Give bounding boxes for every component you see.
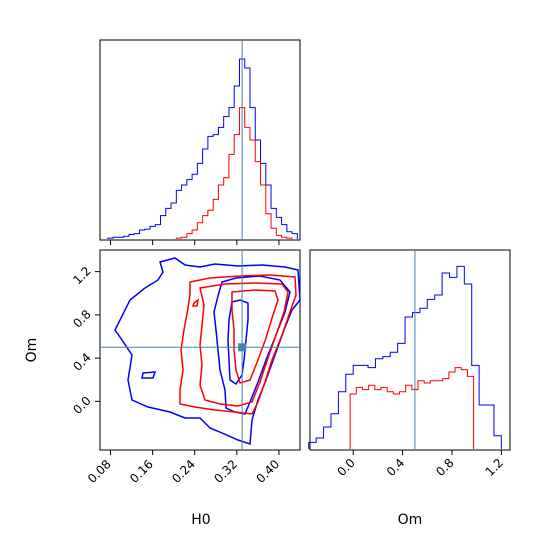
- truth-marker: [238, 343, 247, 352]
- om-axis-label: Om: [24, 338, 40, 363]
- red-contour-middle: [199, 282, 289, 407]
- h0-hist-frame: [99, 39, 301, 241]
- om-hist-tick-label-1: 0.4: [384, 456, 407, 479]
- blue-contour-outer: [114, 257, 301, 446]
- om-hist-axis-label: Om: [398, 512, 423, 528]
- red-contour-island: [191, 298, 200, 307]
- om-tick-label-1: 0.4: [70, 350, 93, 373]
- om-tick-label-2: 0.8: [70, 307, 93, 330]
- contour-frame: [99, 249, 301, 451]
- h0-tick-label-0: 0.08: [85, 457, 114, 486]
- om-tick-label-0: 0.0: [70, 394, 93, 417]
- om-hist-tick-label-3: 1.2: [483, 456, 506, 479]
- h0-tick-label-2: 0.24: [169, 457, 198, 486]
- om-hist-panel: 0.0 0.4 0.8 1.2 Om: [308, 249, 511, 528]
- blue-contour-middle: [213, 275, 291, 415]
- om-hist-series-1: [349, 367, 475, 449]
- om-hist-tick-label-2: 0.8: [433, 456, 456, 479]
- blue-contour-island: [141, 371, 157, 379]
- om-hist-frame: [309, 249, 511, 451]
- red-contour-outer: [179, 274, 297, 415]
- h0-hist-panel: [99, 39, 301, 245]
- h0-hist-series-1: [175, 107, 293, 239]
- h0-tick-label-3: 0.32: [211, 457, 240, 486]
- h0-tick-label-1: 0.16: [127, 457, 156, 486]
- om-hist-tick-label-0: 0.0: [335, 456, 358, 479]
- red-contour-inner: [231, 289, 279, 384]
- om-hist-series-0: [308, 265, 502, 449]
- contour-panel: 0.08 0.16 0.24 0.32 0.40 0.0 0.4 0.8 1.2 H0 Om: [24, 249, 301, 528]
- h0-axis-label: H0: [191, 512, 210, 528]
- h0-hist-series-0: [107, 58, 298, 239]
- blue-contour-inner: [227, 299, 249, 386]
- h0-tick-label-4: 0.40: [253, 457, 282, 486]
- om-tick-label-3: 1.2: [70, 264, 93, 287]
